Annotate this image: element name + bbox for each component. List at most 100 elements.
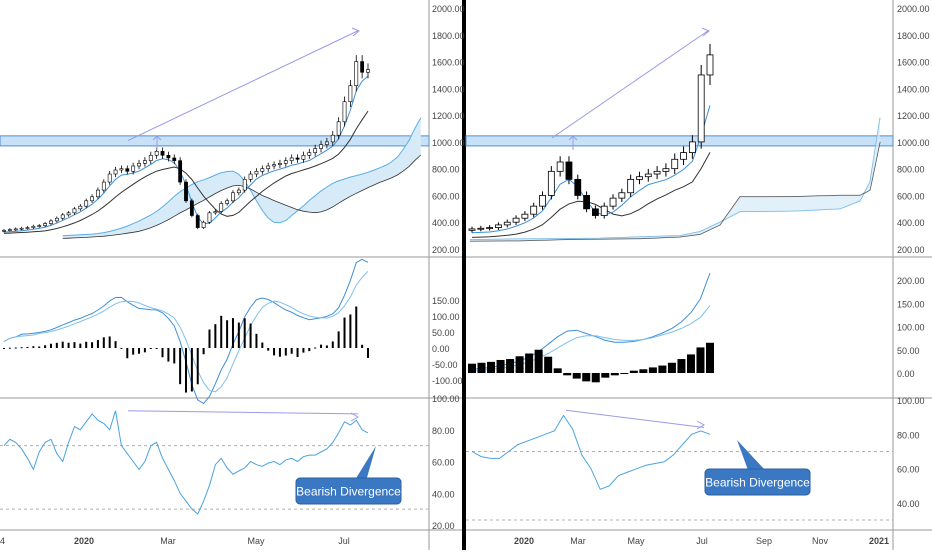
left-macd-histogram-bar — [343, 317, 346, 348]
left-candle-body — [201, 221, 206, 228]
right-rsi-divergence-arrowhead — [696, 420, 706, 430]
right-macd-histogram-bar — [544, 356, 553, 373]
left-macd-histogram-bar — [196, 348, 199, 385]
left-rsi-line — [3, 410, 369, 515]
right-callout-box — [704, 468, 811, 496]
axes-layer: 2000.00 1800.00 1600.00 1400.00 1200.00 1000.… — [0, 4, 930, 546]
left-candle-body — [283, 160, 288, 164]
right-price-divergence-line — [551, 30, 709, 139]
right-rsi-tick-label: 60.00 — [897, 465, 920, 475]
right-callout-label: Bearish Divergence — [705, 476, 810, 490]
right-candle-body — [468, 228, 476, 231]
right-candle-body — [706, 54, 714, 76]
left-macd-histogram-bar — [49, 343, 52, 348]
left-rsi-divergence-line — [127, 410, 359, 415]
left-macd-histogram-bar — [308, 348, 311, 352]
left-macd-histogram-bar — [38, 346, 41, 348]
left-macd-histogram-bar — [208, 329, 211, 348]
right-macd-histogram-bar — [658, 365, 667, 373]
left-macd-histogram-bar — [349, 314, 352, 348]
left-price-tick-label: 1800.00 — [432, 31, 465, 41]
left-cloud-span-b — [62, 154, 422, 239]
right-callout: Bearish Divergence — [704, 440, 811, 496]
right-macd-histogram-bar — [496, 359, 505, 373]
left-candle-body — [25, 227, 30, 229]
left-candle-body — [366, 69, 370, 73]
left-macd-histogram-bar — [55, 342, 58, 348]
right-candle-body — [530, 205, 538, 215]
left-macd-histogram-bar — [120, 348, 123, 349]
right-rsi-line — [471, 414, 711, 490]
right-macd-histogram-bar — [572, 373, 581, 379]
left-candle-body — [2, 229, 6, 232]
left-macd-histogram-bar — [202, 348, 205, 355]
left-macd-histogram-bar — [302, 348, 305, 353]
left-candle-body — [248, 173, 253, 180]
left-price-tick-label: 1400.00 — [432, 84, 465, 94]
left-macd-histogram-bar — [14, 347, 17, 349]
left-price-tick-label: 800.00 — [432, 165, 460, 175]
left-candle-body — [49, 220, 53, 224]
right-macd-histogram-bar — [591, 373, 600, 383]
left-macd-histogram-bar — [231, 318, 234, 348]
left-candle-body — [219, 203, 224, 212]
right-macd-tick-label: 100.00 — [897, 323, 925, 333]
left-candle-body — [325, 141, 329, 145]
left-candle-body — [348, 85, 353, 103]
left-candle-body — [178, 160, 183, 183]
right-candle-body — [680, 152, 687, 160]
right-candle-body — [697, 74, 705, 143]
left-rsi-tick-label: 60.00 — [432, 458, 455, 468]
left-candle-body — [213, 211, 218, 214]
left-callout-label: Bearish Divergence — [296, 485, 401, 499]
left-macd-tick-label: 50.00 — [432, 328, 455, 338]
left-candle-body — [66, 212, 71, 216]
left-macd-histogram-bar — [138, 348, 141, 354]
left-candle-body — [90, 196, 94, 202]
left-macd-histogram-bar — [320, 344, 323, 348]
left-macd-histogram-bar — [73, 342, 76, 348]
left-macd-tick-label: -100.00 — [432, 376, 463, 386]
left-candle-body — [301, 154, 306, 160]
left-candle-body — [254, 171, 259, 175]
right-macd-histogram-bar — [477, 362, 486, 373]
left-candle-body — [272, 164, 276, 167]
left-macd-histogram-bar — [185, 348, 187, 393]
left-candle-body — [295, 157, 300, 160]
left-candle-body — [119, 168, 124, 171]
left-candle-body — [13, 228, 18, 231]
right-macd-histogram-bar — [677, 359, 686, 373]
left-macd-histogram-bar — [67, 342, 70, 348]
left-macd-histogram-bar — [355, 306, 358, 348]
right-rsi-tick-label: 80.00 — [897, 430, 920, 440]
left-candle-body — [172, 157, 177, 161]
left-candle-body — [137, 163, 141, 167]
left-candle-body — [342, 101, 347, 123]
left-x-tick-label: Mar — [160, 536, 176, 546]
left-rsi-tick-label: 100.00 — [432, 394, 460, 404]
left-macd-histogram-bar — [108, 336, 111, 348]
right-candle-body — [512, 217, 520, 223]
left-candle-body — [7, 229, 12, 231]
left-x-tick-label: May — [247, 536, 265, 546]
right-x-tick-label: Mar — [570, 536, 586, 546]
left-price-tick-label: 400.00 — [432, 218, 460, 228]
left-macd-histogram-bar — [173, 348, 176, 364]
left-candle-body — [60, 214, 65, 219]
right-price-tick-label: 1200.00 — [897, 111, 930, 121]
left-cloud-span-a — [62, 117, 422, 237]
right-candle-body — [688, 141, 696, 153]
left-macd-histogram-bar — [167, 348, 170, 362]
right-macd-histogram-bar — [563, 373, 572, 376]
left-candle-body — [96, 189, 100, 198]
left-candle-body — [107, 173, 112, 183]
left-candle-body — [195, 215, 200, 228]
left-macd-histogram-bar — [278, 348, 281, 357]
left-callout: Bearish Divergence — [295, 446, 402, 505]
right-macd-tick-label: 200.00 — [897, 276, 925, 286]
left-macd-histogram-bar — [85, 341, 88, 348]
right-price-tick-label: 200.00 — [897, 245, 925, 255]
right-candle-body — [547, 170, 555, 196]
left-candle-body — [242, 179, 247, 191]
right-candle-body — [503, 221, 511, 226]
